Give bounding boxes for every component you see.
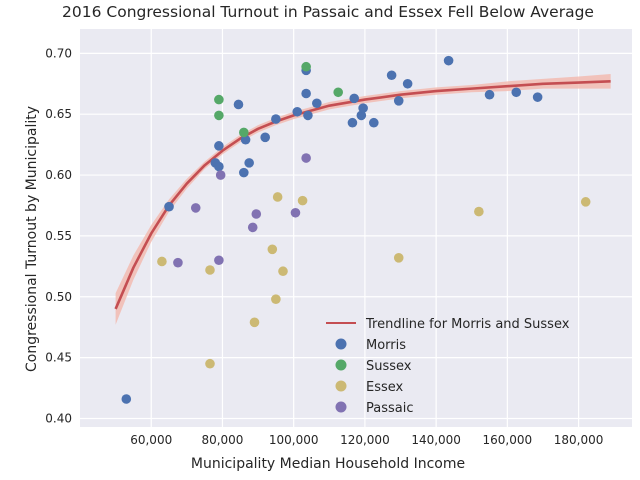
point-sussex: [301, 61, 311, 72]
plot-area: [80, 29, 632, 427]
x-tick-label: 180,000: [554, 433, 604, 447]
y-tick-label: 0.60: [45, 168, 72, 182]
point-morris: [214, 161, 224, 172]
y-tick-label: 0.55: [45, 229, 72, 243]
point-passaic: [173, 257, 183, 268]
legend-swatch-morris: [335, 338, 347, 350]
point-essex: [205, 265, 215, 275]
point-morris: [260, 132, 270, 143]
x-tick-label: 140,000: [411, 433, 461, 447]
legend-label-passaic: Passaic: [366, 401, 414, 416]
point-morris: [402, 78, 413, 89]
x-tick-labels: 60,000 80,000 100,000 120,000 140,000 160,000…: [130, 433, 603, 447]
legend-label-morris: Morris: [366, 338, 406, 353]
point-morris: [393, 96, 404, 106]
point-essex: [297, 195, 308, 206]
legend-swatch-essex: [335, 380, 347, 392]
point-morris: [271, 114, 281, 124]
point-passaic: [215, 170, 226, 180]
y-tick-label: 0.70: [45, 46, 72, 60]
legend-label-essex: Essex: [366, 380, 404, 395]
scatter-points: [121, 55, 591, 404]
point-passaic: [301, 153, 311, 163]
point-passaic: [190, 203, 201, 213]
point-morris: [292, 106, 303, 117]
y-tick-label: 0.45: [45, 351, 72, 365]
point-passaic: [214, 255, 224, 266]
point-morris: [369, 117, 379, 128]
point-morris: [240, 134, 251, 145]
x-axis-label: Municipality Median Household Income: [191, 456, 465, 472]
point-morris: [312, 98, 322, 109]
point-sussex: [239, 127, 249, 138]
point-essex: [271, 294, 281, 305]
point-morris: [121, 394, 132, 404]
x-tick-label: 80,000: [201, 433, 243, 447]
legend-label-sussex: Sussex: [366, 359, 412, 374]
trendline-layer: [114, 80, 611, 310]
legend-label-trendline: Trendline for Morris and Sussex: [365, 317, 570, 332]
x-tick-label: 120,000: [340, 433, 390, 447]
legend-swatch-sussex: [335, 359, 347, 371]
trendline-confidence-band: [115, 74, 611, 325]
point-sussex: [214, 94, 224, 105]
point-morris: [386, 70, 397, 81]
point-morris: [301, 88, 311, 99]
point-morris: [239, 167, 249, 178]
point-morris: [511, 87, 522, 98]
point-morris: [233, 99, 244, 110]
trendline-band-layer: [115, 74, 611, 325]
y-axis-label: Congressional Turnout by Municipality: [24, 106, 40, 372]
point-essex: [272, 192, 283, 202]
point-morris: [347, 117, 358, 128]
point-passaic: [290, 207, 301, 218]
y-tick-labels: 0.40 0.45 0.50 0.55 0.60 0.65 0.70: [45, 46, 72, 425]
point-morris: [244, 158, 254, 168]
point-sussex: [214, 110, 224, 121]
point-essex: [393, 253, 404, 263]
point-essex: [205, 358, 215, 369]
point-essex: [157, 256, 167, 267]
point-morris: [356, 110, 367, 121]
point-morris: [164, 201, 174, 212]
y-tick-label: 0.50: [45, 290, 72, 304]
legend: Trendline for Morris and Sussex Morris Sus…: [326, 317, 570, 416]
legend-swatch-passaic: [335, 401, 347, 413]
point-essex: [580, 197, 591, 207]
point-essex: [278, 266, 288, 277]
y-tick-label: 0.40: [45, 411, 72, 425]
point-morris: [532, 92, 543, 102]
x-tick-label: 160,000: [483, 433, 533, 447]
point-morris: [484, 89, 495, 100]
chart-title: 2016 Congressional Turnout in Passaic an…: [62, 3, 594, 21]
x-tick-label: 100,000: [269, 433, 319, 447]
point-morris: [303, 110, 313, 121]
point-passaic: [247, 222, 258, 233]
point-morris: [214, 141, 224, 151]
point-morris: [443, 55, 454, 66]
point-essex: [249, 317, 260, 328]
point-morris: [349, 93, 360, 104]
x-tick-label: 60,000: [130, 433, 172, 447]
point-essex: [267, 244, 278, 255]
point-sussex: [333, 87, 343, 98]
point-morris: [358, 103, 368, 113]
point-passaic: [251, 209, 262, 219]
y-tick-label: 0.65: [45, 107, 72, 121]
point-essex: [474, 206, 484, 217]
grid-lines: [80, 29, 632, 427]
trendline: [114, 80, 611, 310]
